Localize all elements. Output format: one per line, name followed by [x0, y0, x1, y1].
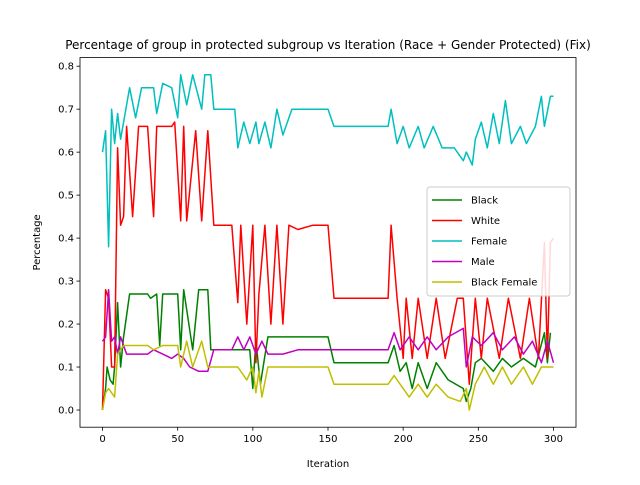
y-tick-label: 0.2 — [58, 320, 74, 331]
y-axis-label: Percentage — [32, 214, 43, 270]
x-tick-label: 250 — [469, 434, 488, 445]
y-tick-label: 0.6 — [58, 148, 74, 159]
series-line-4 — [101, 340, 554, 411]
y-tick-label: 0.3 — [58, 277, 74, 288]
x-tick-label: 100 — [243, 434, 262, 445]
x-tick-label: 50 — [171, 434, 184, 445]
y-tick-label: 0.0 — [58, 406, 74, 417]
x-ticks: 0 50 100 150 200 250 300 — [99, 427, 563, 445]
legend-label-4: Black Female — [471, 278, 537, 289]
y-tick-label: 0.5 — [58, 191, 74, 202]
series-line-0 — [101, 288, 552, 411]
y-tick-label: 0.7 — [58, 105, 74, 116]
series-line-2 — [101, 74, 554, 248]
x-tick-label: 150 — [318, 434, 337, 445]
series-line-1 — [101, 121, 555, 411]
y-tick-label: 0.4 — [58, 234, 74, 245]
y-tick-label: 0.1 — [58, 363, 74, 374]
y-ticks: 0.0 0.1 0.2 0.3 0.4 0.5 0.6 0.7 0.8 — [58, 62, 80, 417]
chart-title: Percentage of group in protected subgrou… — [65, 38, 591, 52]
x-tick-label: 0 — [99, 434, 105, 445]
legend-box — [426, 186, 571, 297]
legend-label-0: Black — [471, 196, 498, 207]
x-tick-label: 200 — [394, 434, 413, 445]
series-layer — [101, 74, 555, 411]
legend-label-1: White — [471, 216, 500, 227]
x-tick-label: 300 — [544, 434, 563, 445]
series-line-3 — [101, 288, 555, 373]
legend: Black White Female Male Black Female — [426, 186, 571, 297]
legend-label-2: Female — [471, 237, 507, 248]
legend-label-3: Male — [471, 257, 495, 268]
x-axis-label: Iteration — [307, 459, 349, 470]
y-tick-label: 0.8 — [58, 62, 74, 73]
